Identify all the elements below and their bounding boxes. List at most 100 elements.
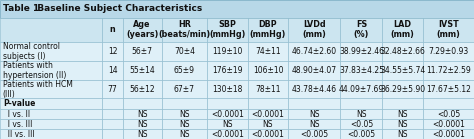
Text: 78±11: 78±11 <box>255 85 281 94</box>
Bar <box>0 119 102 129</box>
Text: 46.74±2.60: 46.74±2.60 <box>292 47 337 56</box>
Text: 34.55±5.74: 34.55±5.74 <box>380 66 425 75</box>
Bar <box>0 98 102 109</box>
Text: NS: NS <box>179 120 190 129</box>
Text: NS: NS <box>137 120 147 129</box>
Bar <box>423 129 474 139</box>
Bar <box>162 61 207 80</box>
Text: 32.48±2.66: 32.48±2.66 <box>380 47 425 56</box>
Bar <box>383 119 423 129</box>
Bar <box>423 42 474 61</box>
Text: n: n <box>109 25 116 34</box>
Bar <box>123 119 162 129</box>
Text: NS: NS <box>309 110 319 119</box>
Bar <box>340 61 383 80</box>
Bar <box>102 42 123 61</box>
Text: 36.29±5.90: 36.29±5.90 <box>380 85 425 94</box>
Bar <box>248 109 288 119</box>
Bar <box>0 0 474 18</box>
Text: I vs. III: I vs. III <box>3 120 32 129</box>
Text: NS: NS <box>137 130 147 139</box>
Bar <box>208 80 248 98</box>
Text: 70±4: 70±4 <box>174 47 195 56</box>
Bar <box>123 42 162 61</box>
Bar <box>248 98 288 109</box>
Bar <box>248 119 288 129</box>
Text: NS: NS <box>397 120 408 129</box>
Text: IVST
(mm): IVST (mm) <box>437 20 460 39</box>
Bar <box>0 109 102 119</box>
Text: 37.83±4.25: 37.83±4.25 <box>339 66 384 75</box>
Text: NS: NS <box>222 120 233 129</box>
Text: NS: NS <box>356 110 367 119</box>
Bar <box>288 129 340 139</box>
Bar <box>102 61 123 80</box>
Bar <box>248 18 288 42</box>
Text: <0.0001: <0.0001 <box>252 130 284 139</box>
Bar <box>162 80 207 98</box>
Bar <box>162 18 207 42</box>
Bar <box>383 109 423 119</box>
Text: 106±10: 106±10 <box>253 66 283 75</box>
Bar <box>162 98 207 109</box>
Text: NS: NS <box>397 130 408 139</box>
Text: 17.67±5.12: 17.67±5.12 <box>426 85 471 94</box>
Text: NS: NS <box>263 120 273 129</box>
Text: LAD
(mm): LAD (mm) <box>391 20 415 39</box>
Bar <box>288 80 340 98</box>
Text: <0.0001: <0.0001 <box>211 110 244 119</box>
Bar <box>162 129 207 139</box>
Bar <box>248 61 288 80</box>
Text: 56±7: 56±7 <box>132 47 153 56</box>
Text: 119±10: 119±10 <box>212 47 243 56</box>
Bar <box>423 18 474 42</box>
Text: LVDd
(mm): LVDd (mm) <box>302 20 326 39</box>
Text: <0.0001: <0.0001 <box>252 110 284 119</box>
Text: <0.005: <0.005 <box>347 130 375 139</box>
Text: 12: 12 <box>108 47 118 56</box>
Bar <box>208 119 248 129</box>
Text: 176±19: 176±19 <box>212 66 243 75</box>
Text: P-value: P-value <box>3 99 35 108</box>
Text: <0.0001: <0.0001 <box>432 130 465 139</box>
Text: 56±12: 56±12 <box>129 85 155 94</box>
Bar <box>288 61 340 80</box>
Text: 55±14: 55±14 <box>129 66 155 75</box>
Bar <box>208 98 248 109</box>
Bar <box>123 61 162 80</box>
Bar <box>423 98 474 109</box>
Bar <box>423 109 474 119</box>
Bar <box>383 98 423 109</box>
Text: HR
(beats/min): HR (beats/min) <box>158 20 210 39</box>
Bar <box>102 98 123 109</box>
Bar <box>162 109 207 119</box>
Text: FS
(%): FS (%) <box>354 20 369 39</box>
Text: 14: 14 <box>108 66 118 75</box>
Bar <box>340 129 383 139</box>
Text: <0.0001: <0.0001 <box>432 120 465 129</box>
Bar <box>248 80 288 98</box>
Bar <box>208 18 248 42</box>
Text: 48.90±4.07: 48.90±4.07 <box>292 66 337 75</box>
Bar <box>340 42 383 61</box>
Text: II vs. III: II vs. III <box>3 130 35 139</box>
Bar <box>0 80 102 98</box>
Text: 11.72±2.59: 11.72±2.59 <box>426 66 471 75</box>
Bar <box>102 80 123 98</box>
Text: 38.99±2.46: 38.99±2.46 <box>339 47 384 56</box>
Bar <box>208 61 248 80</box>
Bar <box>123 129 162 139</box>
Bar <box>383 80 423 98</box>
Text: 130±18: 130±18 <box>212 85 243 94</box>
Bar <box>423 61 474 80</box>
Bar <box>288 18 340 42</box>
Text: Baseline Subject Characteristics: Baseline Subject Characteristics <box>31 4 202 13</box>
Text: Patients with
hypertension (II): Patients with hypertension (II) <box>3 61 66 80</box>
Bar <box>208 109 248 119</box>
Text: Normal control
subjects (I): Normal control subjects (I) <box>3 42 60 61</box>
Bar <box>340 109 383 119</box>
Bar <box>288 98 340 109</box>
Bar <box>383 129 423 139</box>
Bar <box>288 119 340 129</box>
Text: 7.29±0.93: 7.29±0.93 <box>428 47 468 56</box>
